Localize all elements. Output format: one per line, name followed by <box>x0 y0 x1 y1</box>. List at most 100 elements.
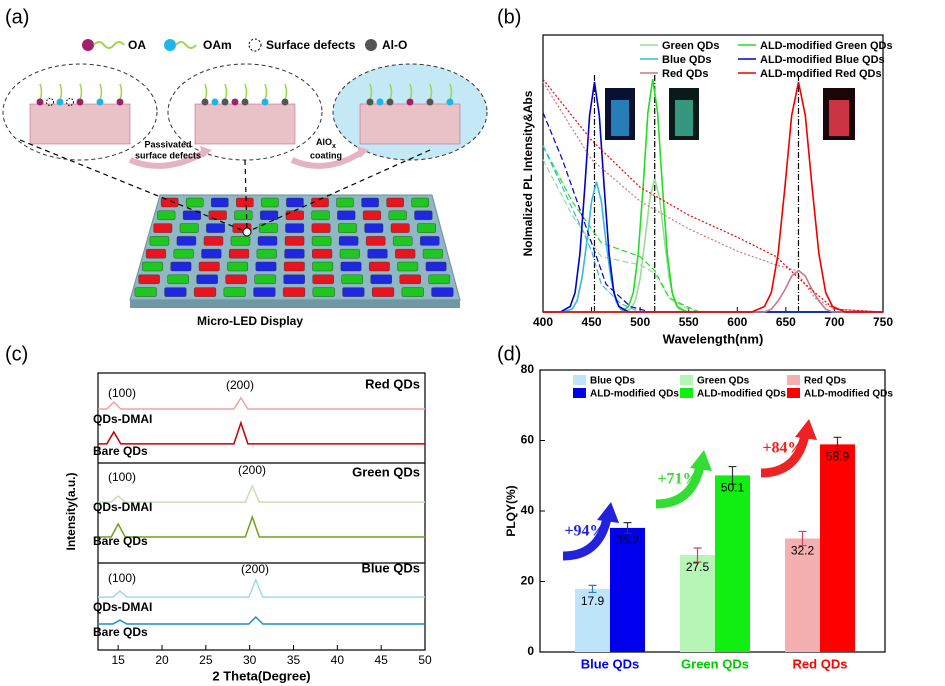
x-tick-label: 750 <box>873 315 893 329</box>
bar <box>820 444 855 652</box>
peak-label: (100) <box>108 386 136 400</box>
xrd-trace <box>98 484 425 503</box>
led-pixel <box>312 261 334 272</box>
step-arrow <box>128 149 207 169</box>
xrd-trace <box>98 396 425 410</box>
arrow-head <box>795 419 817 440</box>
led-pixel <box>138 274 160 284</box>
led-pixel <box>431 287 454 297</box>
x-tick-label: 700 <box>824 315 844 329</box>
led-pixel <box>370 274 392 284</box>
led-pixel <box>422 248 443 259</box>
x-tick-label: 35 <box>287 653 301 667</box>
legend-text: Blue QDs <box>590 376 635 387</box>
peak-label: (200) <box>241 562 269 576</box>
legend-text: ALD-modified Blue QDs <box>760 54 885 66</box>
board-edge <box>130 300 460 308</box>
error-bar <box>728 465 737 485</box>
led-pixel <box>283 287 306 297</box>
led-pixel <box>223 287 246 297</box>
arrow-head <box>597 502 619 523</box>
x-tick-label: 50 <box>418 653 432 667</box>
led-pixel <box>367 248 388 259</box>
vial-glow <box>675 100 693 136</box>
legend-text: Surface defects <box>266 38 356 52</box>
x-tick-label: 40 <box>331 653 345 667</box>
x-tick-label: 30 <box>243 653 257 667</box>
step-text: AlOx <box>316 137 336 149</box>
defect-icon <box>248 38 262 52</box>
legend-text: ALD-modified QDs <box>697 389 786 400</box>
led-pixel <box>336 197 354 208</box>
led-pixel <box>206 223 225 233</box>
led-pixel <box>338 223 357 233</box>
arrow-head <box>690 450 712 471</box>
ligands <box>39 83 453 101</box>
legend-text: Green QDs <box>697 376 750 387</box>
x-tick-label: 45 <box>374 653 388 667</box>
step-arrow <box>290 149 364 169</box>
step-text: AlO <box>316 137 332 147</box>
led-pixel <box>399 274 421 284</box>
led-pixel <box>253 287 276 297</box>
alo-icon <box>365 39 377 51</box>
led-pixel <box>260 210 279 221</box>
bar <box>575 588 610 652</box>
led-pixel <box>340 261 362 272</box>
legend-text: Blue QDs <box>662 54 712 66</box>
y-tick-label: 80 <box>521 362 535 376</box>
legend-text: OAm <box>203 38 232 52</box>
led-pixel <box>255 261 277 272</box>
pl-line <box>543 79 883 313</box>
led-pixel <box>395 248 416 259</box>
peak-label: (200) <box>226 378 254 392</box>
led-pixel <box>157 210 176 221</box>
led-pixel <box>176 236 197 246</box>
surface-atoms <box>36 98 454 106</box>
led-pixel <box>261 197 279 208</box>
led-pixel <box>364 223 384 233</box>
xrd-trace <box>98 615 425 625</box>
led-pixel <box>311 210 330 221</box>
trace-name: QDs-DMAI <box>93 500 152 514</box>
led-pixel <box>388 210 407 221</box>
y-axis-label: Nolmalized PL Intensity&Abs <box>521 90 535 256</box>
led-pixel <box>208 210 227 221</box>
x-tick-label: Green QDs <box>681 656 749 671</box>
y-tick-label: 20 <box>521 574 535 588</box>
led-pixel <box>283 261 305 272</box>
legend-swatch <box>680 375 693 385</box>
x-tick-label: 500 <box>630 315 650 329</box>
led-pixel <box>420 236 440 246</box>
led-pixel <box>411 197 429 208</box>
xrd-trace <box>98 420 425 445</box>
annotation: +84% <box>762 440 803 457</box>
led-pixel <box>149 236 170 246</box>
caption: Micro-LED Display <box>197 314 303 328</box>
y-tick-label: 0 <box>527 644 534 658</box>
legend-text: ALD-modified Red QDs <box>760 68 882 80</box>
led-pixel <box>401 287 424 297</box>
legend-text: ALD-modified QDs <box>590 389 679 400</box>
led-pixel <box>134 287 157 297</box>
led-pixel <box>225 274 247 284</box>
zoom-point <box>242 227 252 237</box>
oam-tail <box>175 41 197 49</box>
data-label: 35.2 <box>616 533 640 547</box>
data-label: 17.9 <box>581 594 605 608</box>
led-pixel <box>229 248 250 259</box>
led-pixel <box>312 274 334 284</box>
peak-label: (100) <box>108 470 136 484</box>
y-axis-label: Intensity(a.u.) <box>64 472 78 550</box>
led-pixel <box>160 197 179 208</box>
panel-name: Blue QDs <box>361 560 420 575</box>
data-label: 58.9 <box>826 450 850 464</box>
x-tick-label: Red QDs <box>793 656 848 671</box>
data-label: 27.5 <box>686 560 710 574</box>
led-pixel <box>361 197 379 208</box>
error-bar <box>693 547 702 563</box>
abs-line <box>542 112 651 313</box>
led-pixel <box>337 210 356 221</box>
bar <box>610 527 645 652</box>
led-pixel <box>339 248 360 259</box>
